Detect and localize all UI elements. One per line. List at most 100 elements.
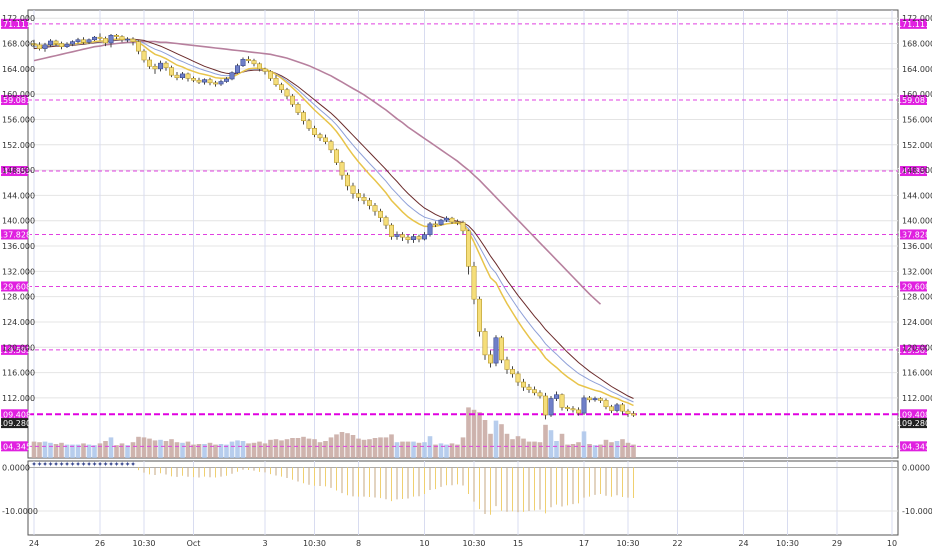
candle xyxy=(125,37,131,43)
price-tick-label: 148.000 xyxy=(902,166,932,175)
volume-bar xyxy=(86,444,92,458)
volume-bar xyxy=(521,438,526,458)
volume-bar xyxy=(48,442,53,458)
candle-body xyxy=(559,394,565,408)
volume-bar xyxy=(438,443,444,458)
candle xyxy=(163,61,169,71)
time-tick-label: 10:30 xyxy=(462,539,485,548)
volume-bar xyxy=(268,439,273,458)
price-tick-label: 128.000 xyxy=(902,293,932,302)
candle xyxy=(449,216,455,224)
volume-bar xyxy=(372,438,378,458)
candle-body xyxy=(278,84,284,91)
candle xyxy=(180,72,186,80)
candle-body xyxy=(383,217,389,226)
candle-body xyxy=(191,78,197,81)
candle xyxy=(174,72,180,81)
candle xyxy=(300,110,306,125)
oscillator-marker: ✦ xyxy=(97,461,103,469)
volume-bar xyxy=(433,444,438,458)
volume-bar xyxy=(466,407,471,458)
volume-bar xyxy=(427,436,433,458)
volume-bar xyxy=(279,440,284,458)
volume-bar xyxy=(158,439,163,458)
volume-bar xyxy=(202,444,207,458)
candle-body xyxy=(416,236,422,240)
volume-bar xyxy=(284,439,290,458)
candle xyxy=(630,411,636,417)
candle xyxy=(553,391,559,402)
candle-body xyxy=(251,60,257,65)
time-tick-label: 10 xyxy=(419,539,429,548)
candle-body xyxy=(92,36,98,41)
candle-body xyxy=(526,386,532,390)
volume-bar xyxy=(317,442,323,458)
volume-bar xyxy=(631,444,636,458)
level-label: 129.608 xyxy=(897,282,930,291)
candle-body xyxy=(163,62,169,68)
time-tick-label: 10:30 xyxy=(616,539,639,548)
volume-bar xyxy=(422,442,427,458)
volume-bar xyxy=(301,436,306,458)
time-tick-label: 10:30 xyxy=(776,539,799,548)
volume-bar xyxy=(92,445,97,458)
candle xyxy=(130,37,136,46)
volume-bar xyxy=(75,444,81,458)
last-close-tag xyxy=(900,418,927,429)
candle-body xyxy=(289,95,295,105)
oscillator-marker: ✦ xyxy=(59,461,65,469)
volume-bar xyxy=(367,439,372,458)
volume-bar xyxy=(218,444,224,458)
volume-bar xyxy=(240,441,246,458)
candle-body xyxy=(202,79,208,83)
candle-body xyxy=(350,185,356,194)
candle-body xyxy=(482,331,488,356)
candle xyxy=(92,35,98,42)
price-tick-label: 136.000 xyxy=(2,242,35,251)
candle xyxy=(284,87,290,100)
volume-bar xyxy=(130,442,136,458)
candle xyxy=(443,216,449,222)
candle xyxy=(196,77,202,85)
current-price-tag xyxy=(900,409,927,420)
candle-body xyxy=(608,406,614,411)
candle xyxy=(421,232,427,241)
candle xyxy=(311,125,317,138)
level-tag xyxy=(1,18,28,29)
candle xyxy=(355,189,361,202)
candle xyxy=(394,231,400,240)
candle xyxy=(570,406,576,413)
volume-bar xyxy=(31,441,37,458)
volume-bar xyxy=(471,409,477,458)
volume-bar xyxy=(163,441,169,458)
candle-body xyxy=(262,68,268,72)
volume-bar xyxy=(53,444,59,458)
volume-bar xyxy=(152,440,158,458)
level-tag xyxy=(900,281,927,292)
candle xyxy=(64,42,70,48)
volume-bar xyxy=(598,444,603,458)
candle xyxy=(465,229,471,275)
level-label: 137.828 xyxy=(0,230,31,239)
candle-body xyxy=(575,409,581,414)
candle xyxy=(119,35,125,43)
volume-bar xyxy=(493,420,499,458)
oscillator-marker: ✦ xyxy=(70,461,76,469)
candle-body xyxy=(114,35,120,37)
level-tag xyxy=(900,18,927,29)
candle xyxy=(295,102,301,116)
candle xyxy=(36,42,42,51)
volume-bar xyxy=(565,444,570,458)
candle-body xyxy=(520,381,526,388)
volume-bar xyxy=(389,434,394,458)
volume-bar xyxy=(97,443,103,458)
volume-bar xyxy=(174,442,180,458)
volume-bar xyxy=(411,441,416,458)
candle xyxy=(482,328,488,360)
volume-bar xyxy=(526,441,532,458)
volume-bar xyxy=(482,420,488,458)
candle xyxy=(47,39,53,47)
candle-body xyxy=(586,397,592,401)
oscillator-marker: ✦ xyxy=(64,461,70,469)
